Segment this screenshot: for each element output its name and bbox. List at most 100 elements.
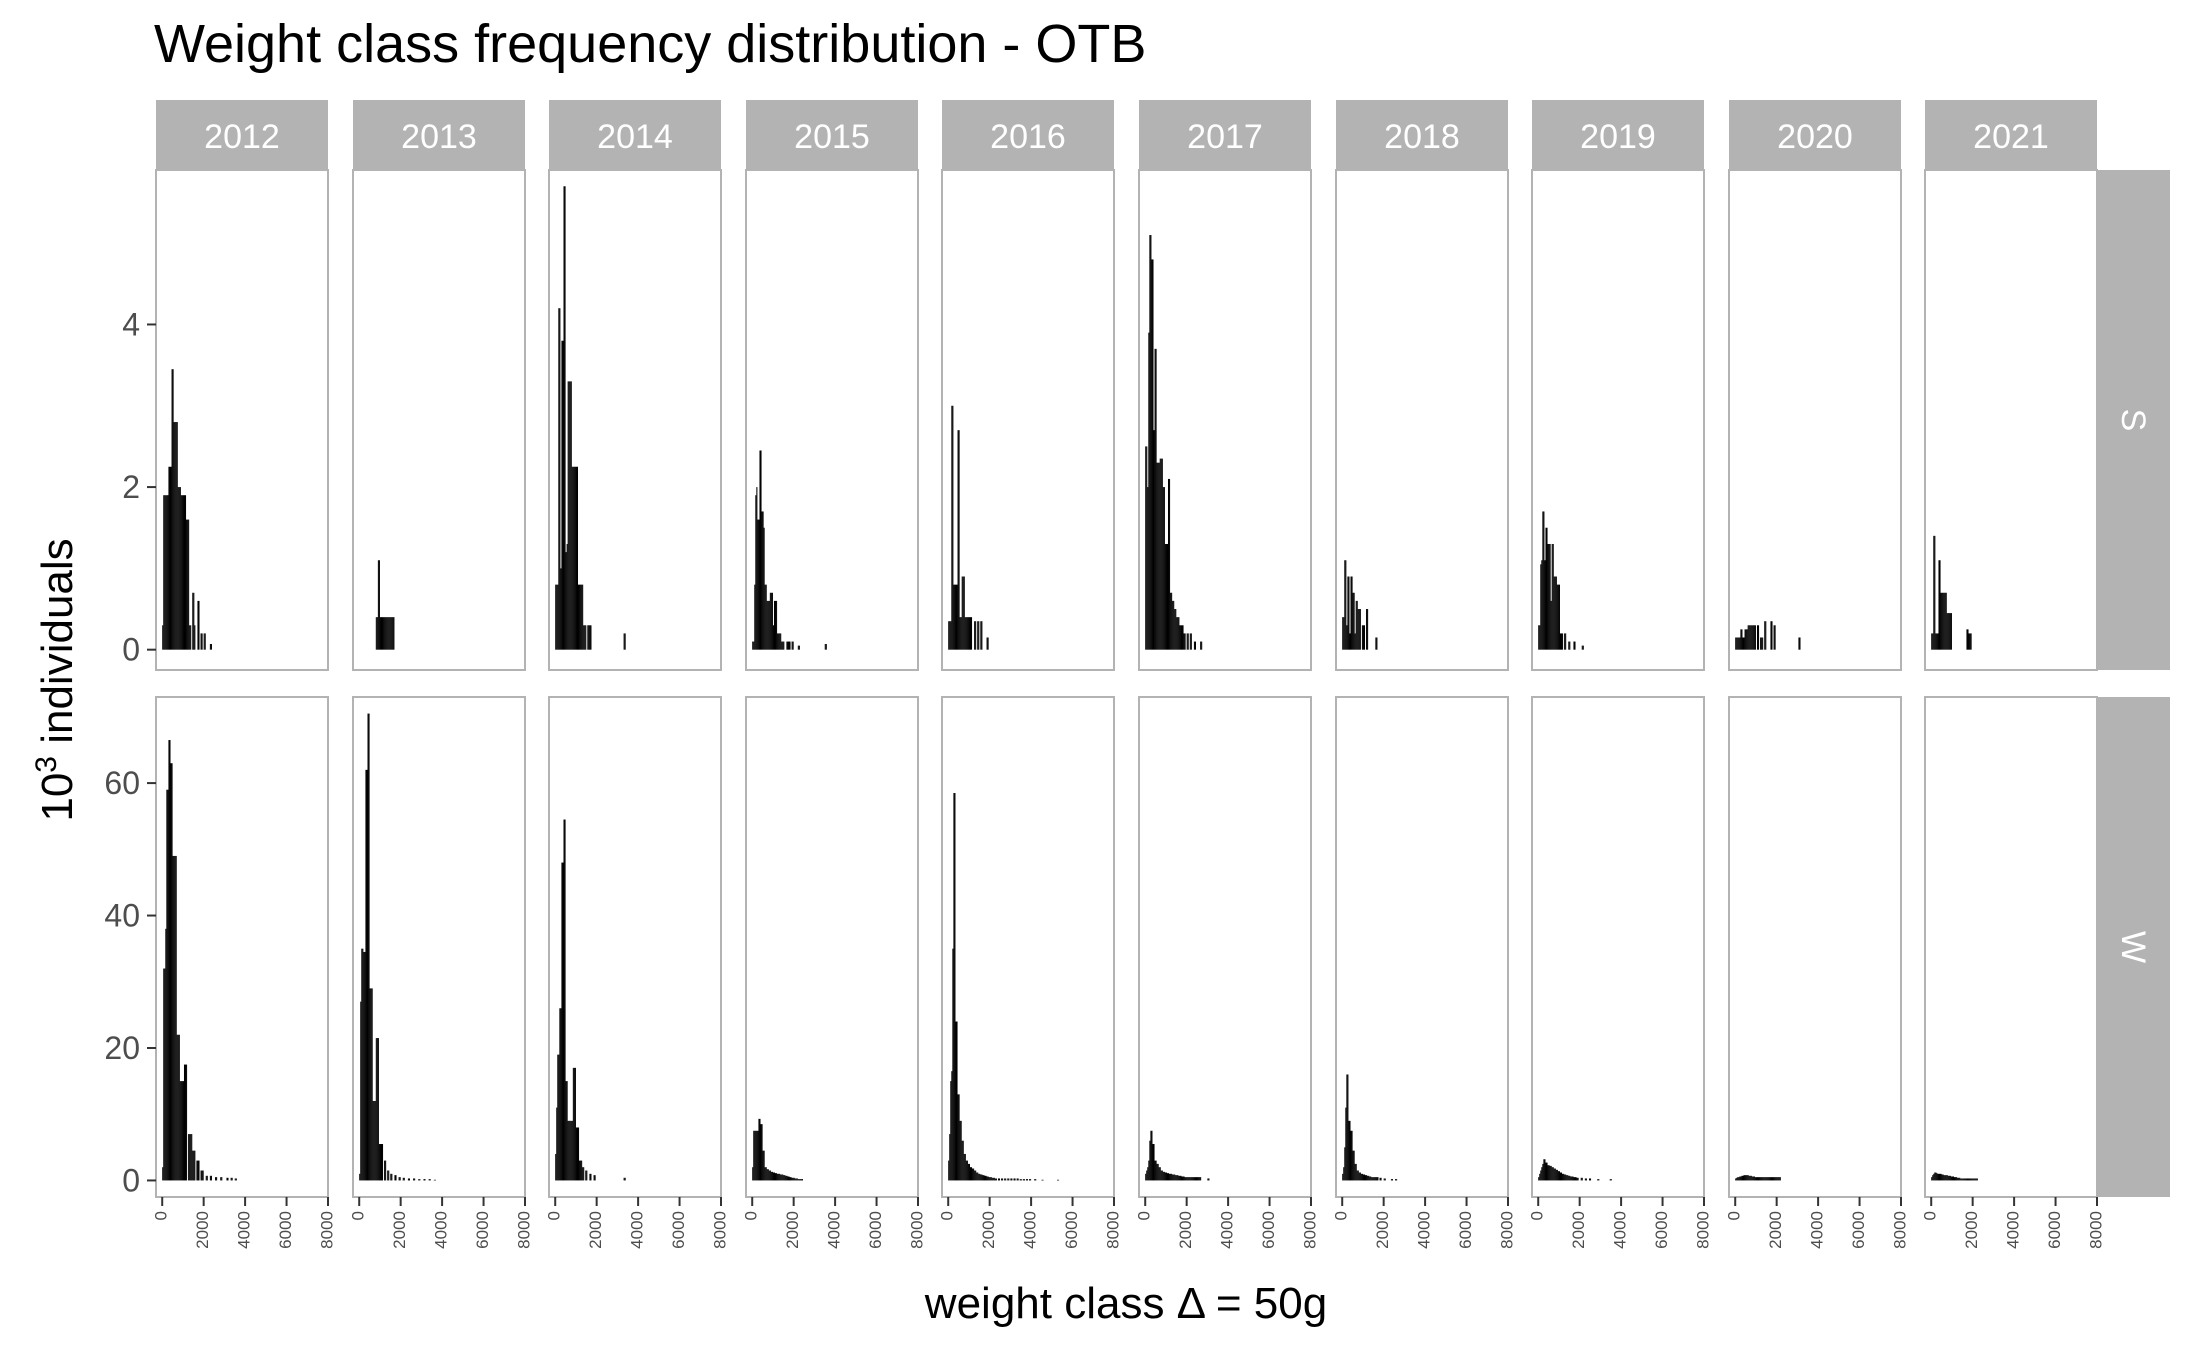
bar-2021-W-1550 — [1963, 1178, 1965, 1181]
bar-2015-W-100 — [754, 1130, 756, 1181]
bar-2014-W-1650 — [589, 1173, 591, 1181]
bar-2019-W-1450 — [1568, 1175, 1570, 1181]
bar-2015-W-1050 — [773, 1172, 776, 1181]
bar-2015-W-1700 — [787, 1176, 789, 1181]
bar-2019-S-500 — [1548, 543, 1550, 650]
bar-2021-W-150 — [1934, 1172, 1936, 1181]
bar-2015-S-1150 — [776, 600, 778, 650]
x-tick-label-2018-4000: 4000 — [1415, 1211, 1434, 1249]
bar-2016-S-1100 — [971, 617, 973, 650]
bar-2019-W-350 — [1545, 1162, 1547, 1181]
bar-2015-W-1550 — [784, 1175, 786, 1181]
bar-2020-W-1700 — [1770, 1177, 1772, 1181]
bar-2017-W-1800 — [1182, 1176, 1184, 1181]
bar-2018-W-250 — [1347, 1074, 1349, 1181]
bar-2014-W-1300 — [582, 1167, 584, 1181]
bar-2013-W-1050 — [380, 1144, 383, 1181]
x-tick-label-2015-0: 0 — [742, 1211, 761, 1220]
bar-2019-W-2900 — [1598, 1179, 1600, 1181]
bar-2020-S-100 — [1737, 637, 1739, 650]
bar-2016-W-1050 — [969, 1167, 972, 1181]
bar-2015-W-850 — [769, 1170, 771, 1181]
bar-2016-W-2050 — [990, 1177, 992, 1181]
bar-2018-S-700 — [1356, 600, 1358, 650]
bar-2018-W-1650 — [1376, 1177, 1378, 1181]
bar-2015-W-250 — [757, 1130, 759, 1181]
bar-2016-W-300 — [954, 793, 956, 1181]
x-tick-label-2013-4000: 4000 — [432, 1211, 451, 1249]
bar-2013-S-1300 — [386, 617, 388, 650]
bar-2017-S-1150 — [1169, 478, 1171, 650]
x-axis-label: weight class Δ = 50g — [924, 1279, 1327, 1328]
bar-2015-S-400 — [760, 450, 762, 650]
bar-2013-W-1350 — [387, 1170, 389, 1181]
bar-2021-W-100 — [1933, 1173, 1935, 1181]
bar-2021-S-900 — [1949, 613, 1951, 650]
bar-2016-W-350 — [955, 1021, 957, 1181]
bar-2020-S-1700 — [1770, 621, 1772, 650]
bar-2013-W-350 — [366, 769, 368, 1181]
bar-2016-W-2400 — [997, 1178, 999, 1181]
bar-2017-S-1650 — [1179, 625, 1181, 650]
bar-2014-S-450 — [564, 186, 566, 650]
bar-2012-W-2150 — [206, 1175, 208, 1181]
x-tick-label-2012-0: 0 — [152, 1211, 171, 1220]
bar-2015-W-150 — [755, 1130, 757, 1181]
bar-2013-W-50 — [360, 1001, 362, 1181]
bar-2012-W-1350 — [190, 1134, 192, 1181]
bar-2017-S-1700 — [1180, 625, 1182, 650]
bar-2019-S-300 — [1544, 560, 1546, 650]
bar-2016-W-3150 — [1013, 1178, 1015, 1181]
bar-2020-W-2000 — [1776, 1177, 1778, 1181]
bar-2015-S-1350 — [780, 633, 782, 650]
bar-2018-W-1800 — [1379, 1177, 1381, 1181]
bar-2016-S-100 — [950, 621, 952, 650]
bar-2012-W-1700 — [197, 1160, 199, 1181]
x-tick-label-2019-6000: 6000 — [1652, 1211, 1671, 1249]
bar-2018-S-250 — [1347, 576, 1349, 650]
bar-2014-W-300 — [561, 862, 563, 1181]
bar-2021-W-750 — [1946, 1175, 1948, 1181]
bar-2015-W-50 — [753, 1130, 755, 1181]
bar-2020-S-1750 — [1771, 621, 1773, 650]
bar-2019-W-250 — [1543, 1159, 1545, 1181]
bar-2021-S-750 — [1946, 613, 1948, 650]
bar-2016-W-2700 — [1004, 1178, 1006, 1181]
bar-2013-W-2100 — [402, 1177, 404, 1181]
x-tick-label-2017-6000: 6000 — [1259, 1211, 1278, 1249]
bar-2020-S-1850 — [1773, 625, 1775, 650]
bar-2020-W-1050 — [1756, 1177, 1759, 1181]
bar-2020-S-900 — [1753, 625, 1755, 650]
x-tick-label-2019-0: 0 — [1528, 1211, 1547, 1220]
bar-2016-W-1150 — [972, 1168, 974, 1181]
bar-2012-S-2050 — [204, 633, 206, 650]
y-tick-label-S-4: 4 — [122, 306, 140, 342]
bar-2014-S-750 — [570, 381, 572, 650]
bar-2018-W-1250 — [1368, 1175, 1370, 1181]
bar-2015-S-1050 — [773, 600, 776, 650]
bar-2016-W-3600 — [1022, 1179, 1024, 1181]
bar-2016-W-5300 — [1058, 1179, 1060, 1181]
bar-2012-S-1550 — [194, 625, 196, 650]
x-tick-label-2018-2000: 2000 — [1373, 1211, 1392, 1249]
row-strip-label-W: W — [2114, 931, 2152, 963]
bar-2017-W-2200 — [1190, 1177, 1192, 1181]
bar-2016-W-2450 — [998, 1178, 1001, 1181]
bar-2014-S-550 — [566, 543, 568, 650]
bar-2013-W-2350 — [407, 1178, 409, 1181]
bar-2013-S-1500 — [390, 617, 392, 650]
bar-2013-W-850 — [376, 1038, 378, 1181]
bar-2020-W-1800 — [1772, 1177, 1774, 1181]
bar-2013-S-850 — [376, 617, 378, 650]
bar-2016-W-3500 — [1020, 1179, 1022, 1181]
bar-2013-S-1150 — [383, 617, 385, 650]
bar-2020-W-950 — [1754, 1177, 1756, 1181]
bar-2017-S-1450 — [1175, 609, 1177, 650]
bar-2017-W-850 — [1162, 1171, 1164, 1181]
bar-2016-W-1000 — [968, 1163, 970, 1181]
bar-2021-W-2100 — [1974, 1178, 1976, 1181]
bar-2012-W-3300 — [230, 1177, 232, 1181]
bar-2015-W-700 — [766, 1169, 768, 1181]
bar-2014-S-1050 — [576, 466, 579, 650]
bar-2016-W-2200 — [993, 1177, 995, 1181]
